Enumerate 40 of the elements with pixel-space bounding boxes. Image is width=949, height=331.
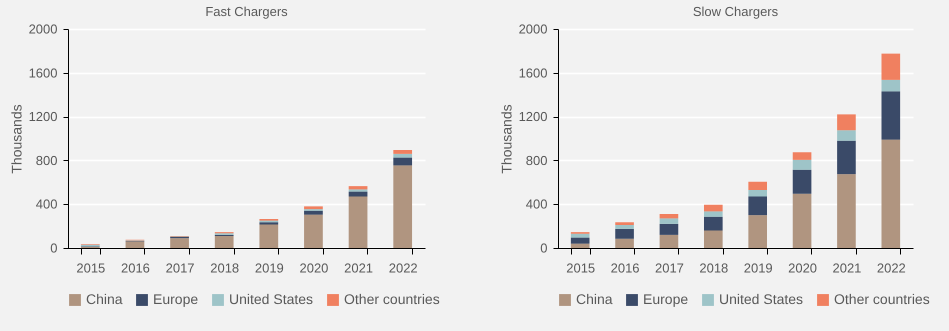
legend-label: China	[86, 291, 123, 307]
legend-label: China	[576, 291, 613, 307]
x-tick-label: 2017	[654, 260, 684, 276]
x-tick-label: 2021	[344, 260, 374, 276]
x-tick-label: 2017	[166, 260, 195, 276]
x-tick-label: 2018	[699, 260, 728, 276]
x-tick-label: 2022	[876, 260, 906, 276]
y-tick-label: 800	[526, 152, 548, 168]
legend-label: Europe	[153, 291, 198, 307]
x-tick-label: 2018	[210, 260, 240, 276]
y-tick-label: 400	[526, 196, 548, 212]
y-tick-label: 2000	[28, 22, 58, 36]
x-tick-label: 2019	[744, 260, 773, 276]
y-axis-title: Thousands	[8, 104, 25, 174]
x-tick-label: 2020	[299, 260, 328, 276]
x-tick-label: 2015	[566, 260, 596, 276]
x-tick-label: 2020	[788, 260, 818, 276]
x-tick-label: 2016	[120, 260, 150, 276]
x-tick-label: 2022	[388, 260, 418, 276]
y-tick-label: 1200	[28, 109, 58, 124]
legend-label: Other countries	[344, 291, 440, 307]
y-axis-title: Thousands	[498, 104, 515, 174]
y-tick-label: 0	[50, 240, 58, 256]
legend-label: Europe	[643, 291, 688, 307]
legend-label: Other countries	[834, 291, 930, 307]
y-tick-label: 2000	[518, 22, 548, 36]
y-tick-label: 1200	[518, 109, 548, 124]
y-tick-label: 400	[36, 196, 58, 212]
legend-label: United States	[229, 291, 314, 307]
y-tick-label: 0	[540, 240, 548, 256]
y-tick-label: 1600	[28, 65, 58, 80]
chart-title: Fast Chargers	[205, 4, 288, 19]
chart-title: Slow Chargers	[692, 4, 779, 19]
y-tick-label: 800	[36, 152, 58, 168]
legend-label: United States	[719, 291, 804, 307]
x-tick-label: 2015	[76, 260, 106, 276]
y-tick-label: 1600	[518, 65, 548, 80]
x-tick-label: 2016	[610, 260, 640, 276]
x-tick-label: 2021	[832, 260, 862, 276]
x-tick-label: 2019	[254, 260, 284, 276]
